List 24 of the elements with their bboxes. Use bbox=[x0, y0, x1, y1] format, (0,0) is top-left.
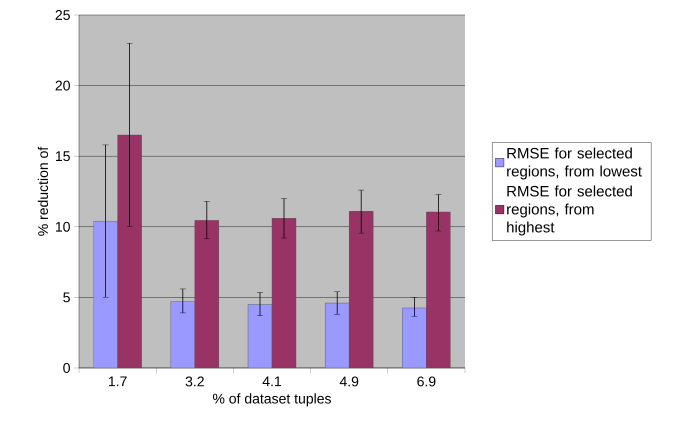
bar bbox=[117, 134, 142, 368]
y-tick-label: 0 bbox=[63, 363, 70, 373]
y-axis-title: % reduction of bbox=[38, 146, 48, 236]
legend-label: RMSE for selected regions, from highest bbox=[507, 185, 632, 236]
x-tick-label: 6.9 bbox=[417, 376, 436, 386]
y-tick-label: 5 bbox=[63, 292, 70, 302]
bar bbox=[194, 220, 220, 368]
y-tick-label: 15 bbox=[56, 151, 70, 162]
x-tick-label: 4.1 bbox=[262, 376, 282, 386]
y-tick-label: 10 bbox=[56, 222, 70, 232]
x-tick-label: 4.9 bbox=[340, 376, 358, 386]
bar bbox=[325, 302, 350, 368]
y-tick-label: 20 bbox=[56, 80, 70, 91]
x-axis-title: % of dataset tuples bbox=[212, 393, 332, 406]
bar bbox=[248, 304, 272, 368]
x-tick-label: 1.7 bbox=[108, 376, 127, 386]
legend-label: RMSE for selected regions, from lowest bbox=[507, 148, 642, 180]
bar bbox=[349, 211, 374, 368]
bar bbox=[272, 218, 296, 368]
y-tick-label: 25 bbox=[56, 10, 70, 20]
x-tick-label: 3.2 bbox=[186, 376, 204, 386]
bar bbox=[426, 212, 451, 368]
bar bbox=[402, 308, 427, 368]
bar bbox=[170, 301, 196, 368]
